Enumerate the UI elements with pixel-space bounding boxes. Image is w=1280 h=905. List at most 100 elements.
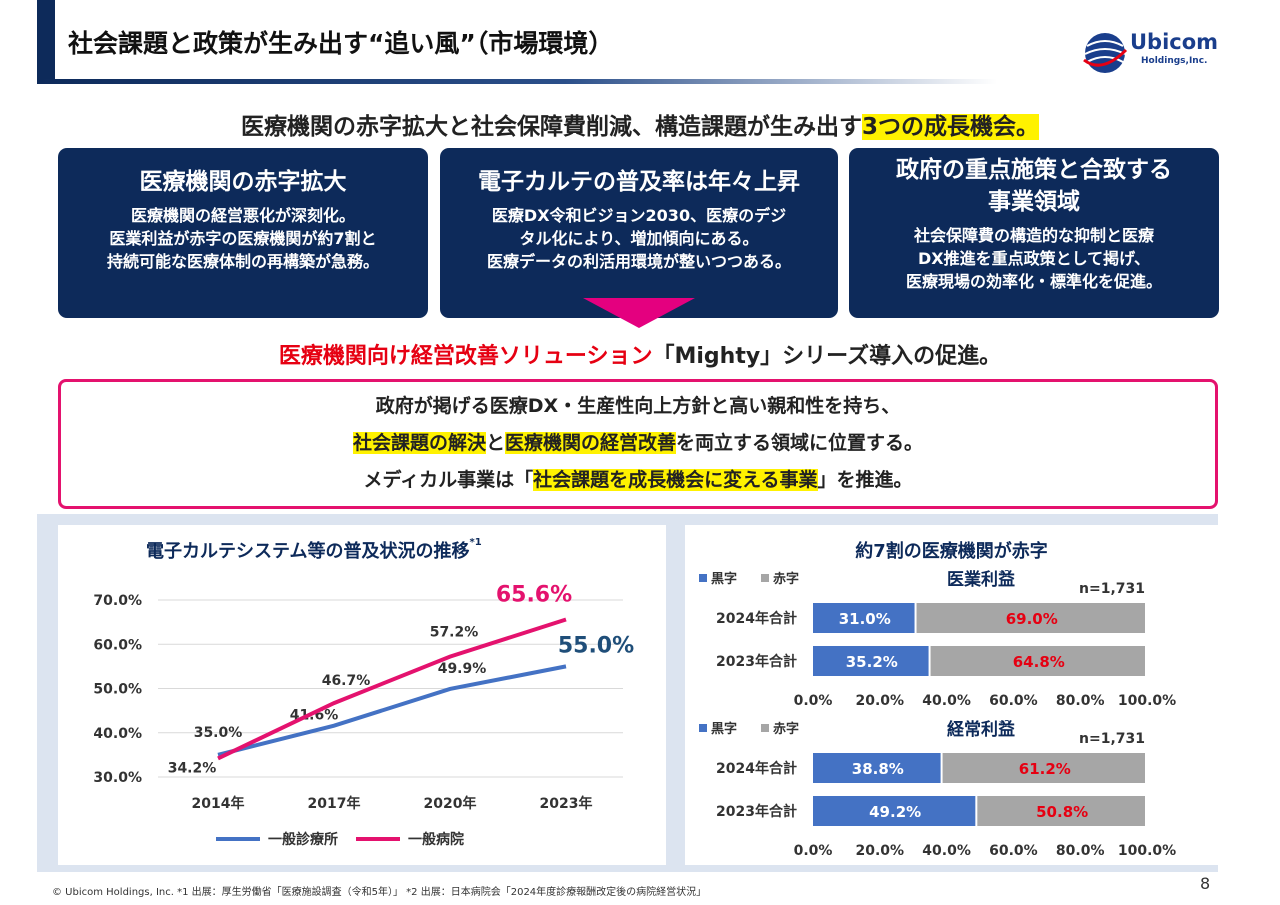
bar-segment: [813, 753, 941, 783]
lead-statement: 医療機関の赤字拡大と社会保障費削減、構造課題が生み出す3つの成長機会。: [0, 107, 1280, 141]
y-tick-label: 30.0%: [93, 770, 142, 786]
legend-label: 黒字: [711, 571, 737, 587]
box-line: 持続可能な医療体制の再構築が急務。: [106, 252, 379, 271]
data-label: 57.2%: [430, 625, 479, 641]
legend-swatch: [761, 574, 769, 582]
x-tick-label: 20.0%: [856, 843, 905, 859]
opportunity-box-policy: 政府の重点施策と合致する 事業領域 社会保障費の構造的な抑制と医療 DX推進を重…: [849, 148, 1219, 318]
chart-subtitle-sup: *2: [999, 719, 1010, 730]
summary-text: と: [485, 432, 505, 454]
chart-subtitle: 経常利益: [947, 719, 1015, 740]
chart-subtitle-sup: *2: [999, 569, 1010, 580]
bar-segment: [930, 646, 1145, 676]
series-line-0: [217, 664, 567, 757]
box-title-line1: 政府の重点施策と合致する: [896, 157, 1172, 183]
lead-text: 医療機関の赤字拡大と社会保障費削減、構造課題が生み出す: [240, 114, 862, 140]
bar-data-label: 35.2%: [846, 653, 898, 671]
bar-segment: [977, 796, 1145, 826]
box-line: 医療現場の効率化・標準化を促進。: [905, 272, 1162, 291]
x-tick-label: 80.0%: [1056, 693, 1105, 709]
box-line: タル化により、増加傾向にある。: [519, 229, 759, 248]
x-tick-label: 60.0%: [989, 843, 1038, 859]
legend-swatch: [761, 724, 769, 732]
line-chart-panel: 電子カルテシステム等の普及状況の推移*1 70.0% 60.0% 50.0% 40.0…: [58, 525, 666, 865]
legend-label: 一般病院: [408, 831, 464, 848]
bar-data-label: 69.0%: [1006, 610, 1058, 628]
x-tick-label: 60.0%: [989, 693, 1038, 709]
bar-data-label: 64.8%: [1013, 653, 1065, 671]
page-number: 8: [1200, 874, 1211, 893]
chart-title-text: 電子カルテシステム等の普及状況の推移: [146, 541, 470, 562]
header-underline: [37, 79, 997, 84]
sample-size-label: n=1,731: [1079, 581, 1145, 597]
category-label: 2023年合計: [716, 803, 797, 820]
down-arrow-icon: [583, 298, 695, 328]
x-tick-label: 0.0%: [794, 843, 833, 859]
series-line-1: [217, 617, 567, 761]
opportunity-box-ehr: 電子カルテの普及率は年々上昇 医療DX令和ビジョン2030、医療のデジ タル化に…: [440, 148, 838, 318]
line-chart-title: 電子カルテシステム等の普及状況の推移*1: [146, 537, 482, 563]
logo-text: Ubicom: [1130, 30, 1219, 54]
header-accent-bar: [37, 0, 55, 83]
summary-highlight: 医療機関の経営改善: [505, 432, 677, 454]
opportunity-box-deficit: 医療機関の赤字拡大 医療機関の経営悪化が深刻化。 医業利益が赤字の医療機関が約7…: [58, 148, 428, 318]
legend-label: 黒字: [711, 721, 737, 737]
bar-data-label: 31.0%: [839, 610, 891, 628]
bar-chart-title: 約7割の医療機関が赤字: [855, 541, 1048, 562]
y-tick-label: 70.0%: [93, 593, 142, 609]
legend-swatch: [699, 724, 707, 732]
bar-data-label: 61.2%: [1019, 760, 1071, 778]
summary-line-2: 社会課題の解決と医療機関の経営改善を両立する領域に位置する。: [61, 429, 1215, 457]
chart-subtitle: 医業利益: [947, 569, 1015, 590]
legend-label: 一般診療所: [268, 831, 338, 848]
box-line: 医療機関の経営悪化が深刻化。: [130, 206, 355, 225]
line-chart: 70.0% 60.0% 50.0% 40.0% 30.0% 2014年 2017年 2020年…: [93, 582, 634, 848]
box-line: 医療データの利活用環境が整いつつある。: [486, 252, 791, 271]
category-label: 2024年合計: [716, 610, 797, 627]
box-line: 医療DX令和ビジョン2030、医療のデジ: [491, 206, 787, 225]
data-label: 65.6%: [496, 582, 572, 607]
x-tick-label: 0.0%: [794, 693, 833, 709]
footer-source: © Ubicom Holdings, Inc. *1 出展：厚生労働省「医療施設…: [52, 887, 707, 898]
summary-box: 政府が掲げる医療DX・生産性向上方針と高い親和性を持ち、 社会課題の解決と医療機…: [58, 379, 1218, 509]
box-line: 医業利益が赤字の医療機関が約7割と: [109, 229, 377, 248]
bar-data-label: 50.8%: [1036, 803, 1088, 821]
y-tick-label: 50.0%: [93, 682, 142, 698]
x-tick-label: 100.0%: [1118, 843, 1176, 859]
sample-size-label: n=1,731: [1079, 731, 1145, 747]
data-label: 55.0%: [558, 633, 634, 658]
category-label: 2024年合計: [716, 760, 797, 777]
box-line: DX推進を重点政策として掲げ、: [917, 249, 1151, 268]
bar-segment: [813, 603, 915, 633]
x-tick-label: 2017年: [308, 795, 361, 812]
summary-highlight: 社会課題を成長機会に変える事業: [533, 469, 818, 491]
category-label: 2023年合計: [716, 653, 797, 670]
bar-chart-panel: 約7割の医療機関が赤字 黒字 赤字 医業利益 *2 n=1,731 2024年合計 31.0…: [685, 525, 1218, 865]
summary-line-3: メディカル事業は「社会課題を成長機会に変える事業」を推進。: [61, 466, 1215, 494]
x-tick-label: 40.0%: [922, 843, 971, 859]
y-tick-label: 60.0%: [93, 637, 142, 653]
data-label: 35.0%: [194, 725, 243, 741]
legend-swatch: [699, 574, 707, 582]
data-label: 46.7%: [322, 673, 371, 689]
solution-statement: 医療機関向け経営改善ソリューション「Mighty」シリーズ導入の促進。: [0, 338, 1280, 370]
summary-line-1: 政府が掲げる医療DX・生産性向上方針と高い親和性を持ち、: [375, 395, 901, 417]
summary-highlight: 社会課題の解決: [352, 432, 486, 454]
lead-highlight: 3つの成長機会。: [861, 114, 1039, 140]
bar-segment: [916, 603, 1145, 633]
box-title: 電子カルテの普及率は年々上昇: [478, 169, 800, 195]
bar-segment: [942, 753, 1145, 783]
box-title: 医療機関の赤字拡大: [139, 169, 347, 195]
solution-red-text: 医療機関向け経営改善ソリューション: [278, 344, 653, 369]
bar-segment: [813, 646, 929, 676]
x-tick-label: 40.0%: [922, 693, 971, 709]
legend-label: 赤字: [773, 721, 799, 737]
logo-subtext: Holdings,Inc.: [1141, 56, 1208, 66]
data-label: 34.2%: [168, 760, 217, 776]
x-tick-label: 2020年: [424, 795, 477, 812]
page-title: 社会課題と政策が生み出す“追い風”（市場環境）: [68, 29, 614, 58]
x-tick-label: 80.0%: [1056, 843, 1105, 859]
x-tick-label: 2014年: [192, 795, 245, 812]
y-tick-label: 40.0%: [93, 726, 142, 742]
